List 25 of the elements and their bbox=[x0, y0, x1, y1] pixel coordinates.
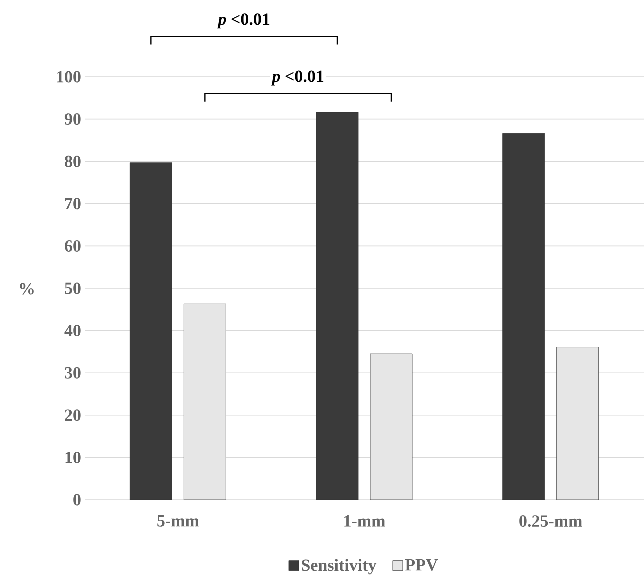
bar bbox=[130, 162, 172, 500]
legend-label: PPV bbox=[405, 560, 438, 571]
y-tick-label: 60 bbox=[65, 240, 81, 252]
y-tick-label: 40 bbox=[64, 325, 81, 337]
y-axis-title: % bbox=[20, 283, 34, 295]
legend-label: Sensitivity bbox=[302, 559, 377, 575]
y-tick-label: 90 bbox=[64, 114, 81, 126]
y-tick-label: 30 bbox=[65, 367, 81, 379]
text: p <0.01 bbox=[217, 14, 270, 29]
bar bbox=[184, 304, 226, 500]
annotation: p <0.01 bbox=[271, 70, 324, 86]
bar bbox=[502, 133, 546, 500]
y-tick-label: 10 bbox=[66, 452, 81, 464]
y-tick-label: 80 bbox=[65, 156, 81, 168]
x-tick-label: 1-mm bbox=[344, 516, 386, 527]
y-tick-label: 70 bbox=[65, 198, 81, 210]
bar bbox=[556, 347, 600, 500]
y-tick-label: 0 bbox=[74, 494, 81, 506]
x-tick-label: 5-mm bbox=[158, 516, 200, 527]
y-tick-label: 100 bbox=[57, 71, 81, 83]
bar bbox=[316, 112, 359, 500]
bar bbox=[370, 354, 413, 500]
x-tick-label: 0.25-mm bbox=[520, 516, 582, 528]
y-tick-label: 20 bbox=[65, 410, 81, 422]
y-tick-label: 50 bbox=[65, 282, 81, 294]
